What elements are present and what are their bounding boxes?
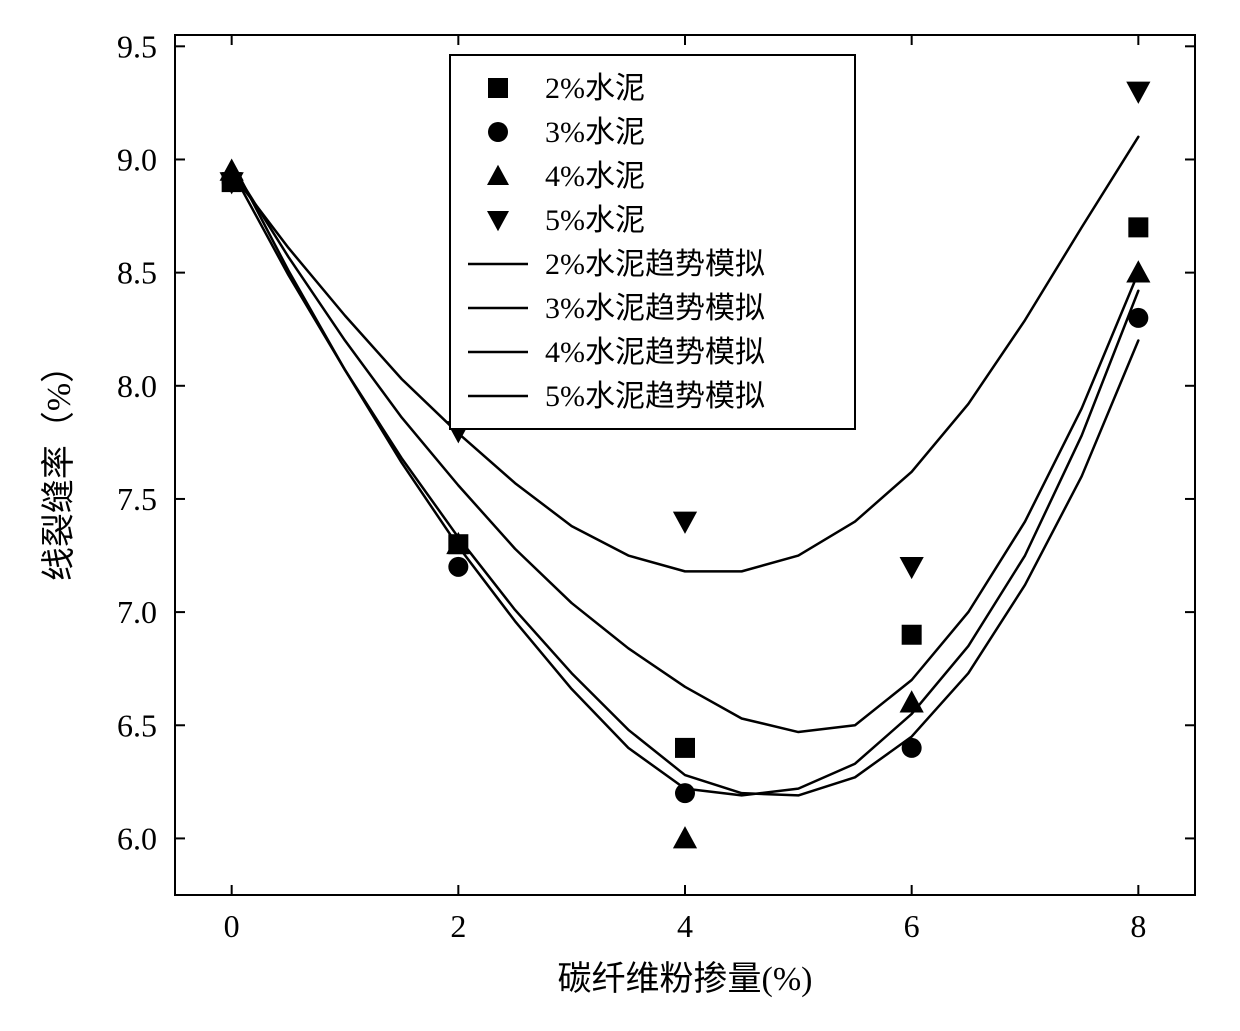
marker-triangle-up xyxy=(900,690,924,712)
marker-triangle-up xyxy=(1126,260,1150,282)
marker-circle xyxy=(675,783,695,803)
marker-square xyxy=(675,738,695,758)
y-tick-label: 9.0 xyxy=(117,141,157,177)
marker-circle xyxy=(488,122,508,142)
legend-label: 5%水泥 xyxy=(545,204,645,237)
legend-label: 3%水泥 xyxy=(545,116,645,149)
x-tick-label: 4 xyxy=(677,908,693,944)
x-tick-label: 0 xyxy=(224,908,240,944)
legend-label: 2%水泥趋势模拟 xyxy=(545,248,765,281)
marker-square xyxy=(488,78,508,98)
legend-label: 4%水泥 xyxy=(545,160,645,193)
x-axis-label: 碳纤维粉掺量(%) xyxy=(558,960,813,998)
y-tick-label: 6.5 xyxy=(117,707,157,743)
y-axis-label: 线裂缝率（%） xyxy=(40,349,78,581)
y-tick-label: 7.0 xyxy=(117,594,157,630)
legend-label: 3%水泥趋势模拟 xyxy=(545,292,765,325)
y-tick-label: 7.5 xyxy=(117,481,157,517)
marker-triangle-down xyxy=(1126,82,1150,104)
marker-square xyxy=(902,625,922,645)
chart-svg: 0 2 4 6 8 6.0 6.5 7.0 7.5 8.0 8.5 9.0 9.5 碳纤维粉掺量(%) 线裂… xyxy=(0,0,1240,1031)
x-tick-label: 2 xyxy=(450,908,466,944)
legend-label: 5%水泥趋势模拟 xyxy=(545,380,765,413)
chart-wrapper: 0 2 4 6 8 6.0 6.5 7.0 7.5 8.0 8.5 9.0 9.5 碳纤维粉掺量(%) 线裂… xyxy=(0,0,1240,1031)
y-tick-label: 6.0 xyxy=(117,820,157,856)
marker-triangle-down xyxy=(673,512,697,534)
marker-circle xyxy=(902,738,922,758)
marker-square xyxy=(1128,217,1148,237)
legend-label: 2%水泥 xyxy=(545,72,645,105)
y-tick-label: 8.5 xyxy=(117,255,157,291)
y-tick-label: 9.5 xyxy=(117,28,157,64)
marker-triangle-down xyxy=(900,557,924,579)
y-tick-label: 8.0 xyxy=(117,368,157,404)
legend-label: 4%水泥趋势模拟 xyxy=(545,336,765,369)
x-tick-label: 6 xyxy=(904,908,920,944)
x-tick-label: 8 xyxy=(1130,908,1146,944)
marker-circle xyxy=(1128,308,1148,328)
legend-box xyxy=(450,55,855,429)
marker-triangle-up xyxy=(673,826,697,848)
marker-circle xyxy=(448,557,468,577)
